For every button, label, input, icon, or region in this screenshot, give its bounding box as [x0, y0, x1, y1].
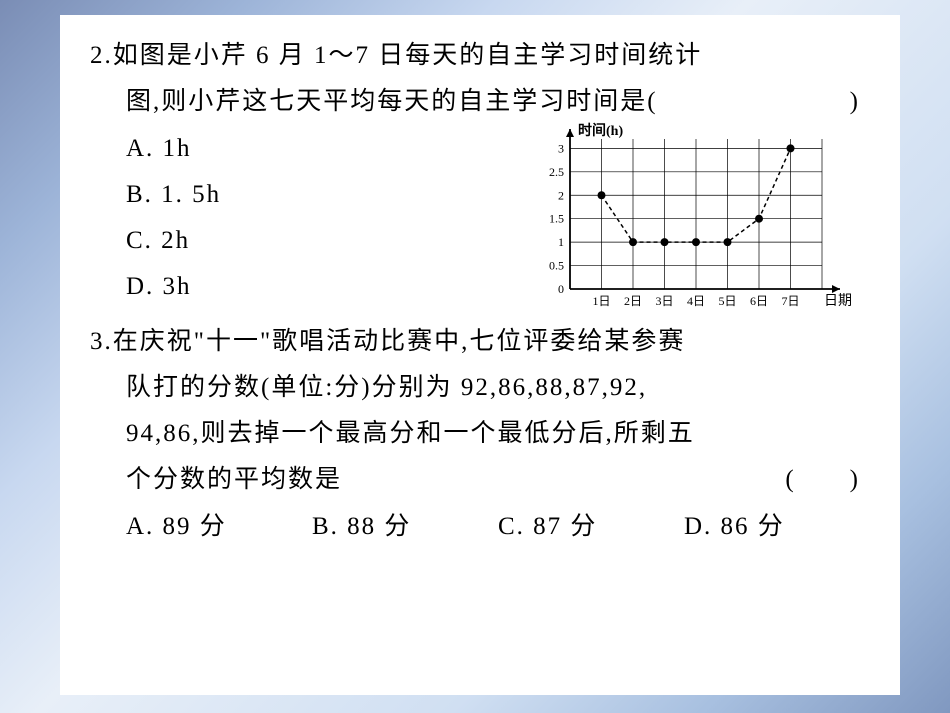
q3-line4: 个分数的平均数是 ( )	[90, 457, 870, 503]
svg-text:4日: 4日	[687, 294, 705, 308]
q2-text1: 如图是小芹 6 月 1～7 日每天的自主学习时间统计	[113, 42, 703, 69]
q2-line1: 2.如图是小芹 6 月 1～7 日每天的自主学习时间统计	[90, 33, 870, 79]
svg-text:7日: 7日	[781, 294, 799, 308]
q3-opt-a: A. 89 分	[126, 504, 312, 550]
q3-text4a: 个分数的平均数是	[126, 457, 342, 503]
chart-svg: 0 0.5 1 1.5 2 2.5 3 时间(h) 1日 2日 3日 4日 5日 6日 7日 日期	[522, 121, 862, 321]
question-3: 3.在庆祝"十一"歌唱活动比赛中,七位评委给某参赛 队打的分数(单位:分)分别为…	[90, 319, 870, 550]
q3-text4b: ( )	[785, 457, 860, 503]
question-2: 2.如图是小芹 6 月 1～7 日每天的自主学习时间统计 图,则小芹这七天平均每…	[90, 33, 870, 311]
svg-text:1: 1	[558, 235, 564, 249]
svg-text:0: 0	[558, 282, 564, 296]
svg-text:3日: 3日	[655, 294, 673, 308]
svg-text:2日: 2日	[624, 294, 642, 308]
q2-text2b: )	[850, 79, 860, 125]
svg-text:6日: 6日	[750, 294, 768, 308]
svg-text:3: 3	[558, 141, 564, 155]
q2-number: 2.	[90, 42, 113, 69]
svg-text:1.5: 1.5	[549, 212, 564, 226]
q2-text2a: 图,则小芹这七天平均每天的自主学习时间是(	[126, 79, 658, 125]
svg-text:日期: 日期	[824, 293, 852, 309]
study-time-chart: 0 0.5 1 1.5 2 2.5 3 时间(h) 1日 2日 3日 4日 5日 6日 7日 日期	[522, 121, 862, 321]
q3-number: 3.	[90, 328, 113, 355]
q3-line3: 94,86,则去掉一个最高分和一个最低分后,所剩五	[90, 411, 870, 457]
svg-text:2: 2	[558, 188, 564, 202]
svg-text:5日: 5日	[718, 294, 736, 308]
q3-opt-c: C. 87 分	[498, 504, 684, 550]
q2-line2: 图,则小芹这七天平均每天的自主学习时间是( )	[90, 79, 870, 125]
q3-text1: 在庆祝"十一"歌唱活动比赛中,七位评委给某参赛	[113, 328, 686, 355]
svg-text:2.5: 2.5	[549, 165, 564, 179]
svg-text:1日: 1日	[592, 294, 610, 308]
q3-line2: 队打的分数(单位:分)分别为 92,86,88,87,92,	[90, 365, 870, 411]
q3-opt-d: D. 86 分	[684, 504, 870, 550]
q3-line1: 3.在庆祝"十一"歌唱活动比赛中,七位评委给某参赛	[90, 319, 870, 365]
svg-text:时间(h): 时间(h)	[578, 122, 623, 139]
q3-opt-b: B. 88 分	[312, 504, 498, 550]
svg-text:0.5: 0.5	[549, 259, 564, 273]
q3-options: A. 89 分 B. 88 分 C. 87 分 D. 86 分	[90, 504, 870, 550]
page-content: 2.如图是小芹 6 月 1～7 日每天的自主学习时间统计 图,则小芹这七天平均每…	[60, 15, 900, 695]
